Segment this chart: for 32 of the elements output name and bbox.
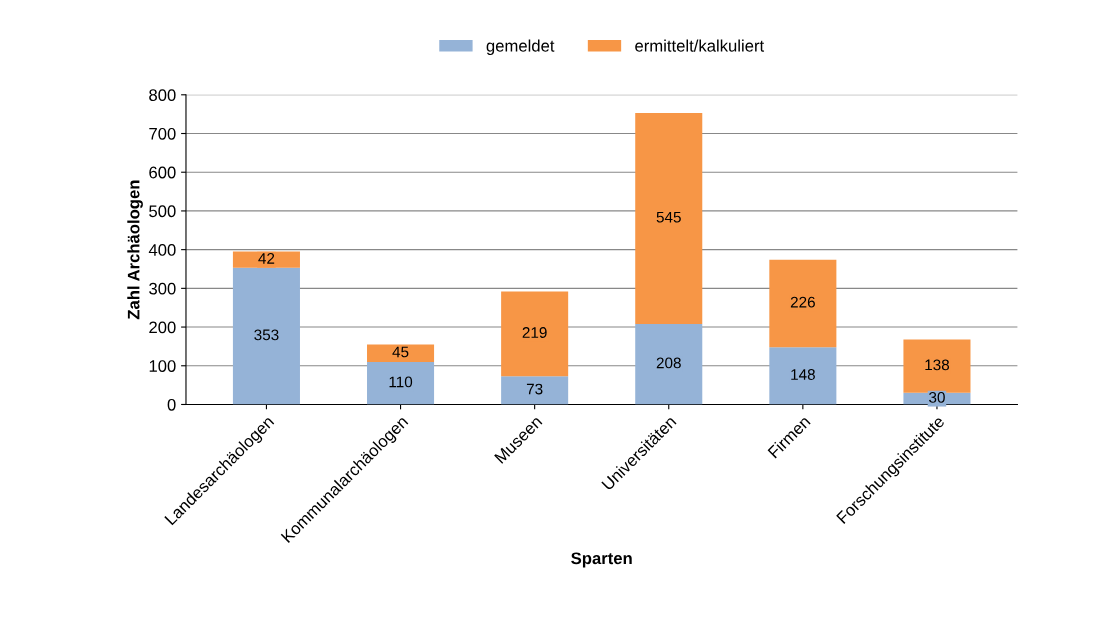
x-axis-title: Sparten <box>571 552 632 568</box>
y-tick-label: 200 <box>149 321 176 334</box>
y-tick-label: 800 <box>149 89 176 101</box>
y-tick-label: 400 <box>148 244 176 256</box>
data-label: 226 <box>790 296 815 308</box>
legend-label: ermittelt/kalkuliert <box>635 39 765 52</box>
bar <box>635 112 703 324</box>
data-label: 73 <box>526 383 543 395</box>
data-label: 30 <box>929 391 945 403</box>
y-tick-label: 0 <box>167 398 176 411</box>
data-label: 219 <box>522 327 547 338</box>
bar <box>769 347 837 405</box>
data-label: 42 <box>258 252 275 264</box>
y-tick-label: 700 <box>149 127 176 140</box>
y-tick-label: 300 <box>149 282 176 295</box>
bar <box>635 323 703 405</box>
legend-label: gemeldet <box>486 39 555 56</box>
data-label: 545 <box>656 211 681 223</box>
bar <box>501 291 569 377</box>
y-tick-label: 100 <box>149 360 176 372</box>
data-label: 138 <box>925 359 950 371</box>
data-label: 45 <box>392 346 409 358</box>
y-axis-title: Zahl Archäologen <box>127 180 143 320</box>
bar <box>903 339 971 393</box>
data-label: 110 <box>389 376 413 388</box>
y-tick-label: 500 <box>149 205 176 218</box>
bar <box>769 259 837 348</box>
data-label: 353 <box>254 329 279 341</box>
y-tick-label: 600 <box>149 166 176 179</box>
data-label: 148 <box>791 369 815 380</box>
data-label: 208 <box>656 357 681 369</box>
bar <box>232 267 300 405</box>
